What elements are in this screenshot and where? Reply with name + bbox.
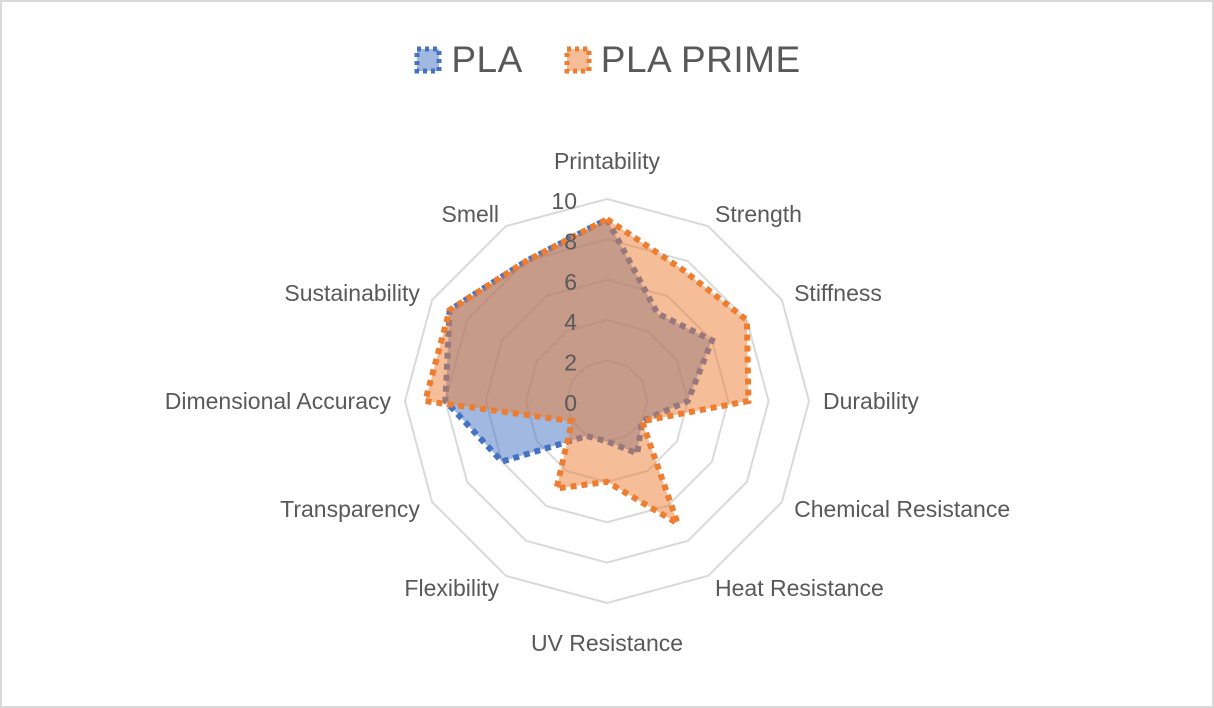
radial-tick-labels: 0 2 4 6 8 10 <box>551 188 577 416</box>
axis-label-smell: Smell <box>441 201 499 227</box>
radial-tick-label: 4 <box>564 309 577 335</box>
axis-label-uv-resistance: UV Resistance <box>531 630 683 656</box>
grid-ring <box>403 197 811 605</box>
axis-label-sustainability: Sustainability <box>284 280 420 306</box>
axis-label-printability: Printability <box>554 148 661 174</box>
radial-tick-label: 2 <box>564 350 577 376</box>
radial-tick-label: 6 <box>564 269 577 295</box>
pla-prime-line[interactable] <box>421 215 752 531</box>
axis-label-flexibility: Flexibility <box>404 575 499 601</box>
axis-label-strength: Strength <box>715 201 802 227</box>
legend: PLA PLA PRIME <box>0 34 1214 86</box>
radial-tick-label: 0 <box>564 390 577 416</box>
pla-prime-swatch-icon <box>564 46 592 74</box>
series-pla-prime[interactable] <box>421 215 752 531</box>
legend-label-pla-prime: PLA PRIME <box>600 39 801 80</box>
axis-label-stiffness: Stiffness <box>794 280 882 306</box>
pla-swatch-icon <box>414 46 442 74</box>
radial-tick-label: 8 <box>564 228 577 254</box>
legend-label-pla: PLA <box>451 39 523 80</box>
axis-label-chemical-resistance: Chemical Resistance <box>794 496 1010 522</box>
axis-label-durability: Durability <box>823 388 919 414</box>
axis-label-dimensional-accuracy: Dimensional Accuracy <box>165 388 392 414</box>
legend-item-pla[interactable]: PLA <box>413 39 522 81</box>
axis-label-transparency: Transparency <box>280 496 420 522</box>
radial-tick-label: 10 <box>551 188 577 214</box>
legend-item-pla-prime[interactable]: PLA PRIME <box>563 39 801 81</box>
category-axis-labels: Printability Strength Stiffness Durability C… <box>165 148 1010 656</box>
axis-label-heat-resistance: Heat Resistance <box>715 575 884 601</box>
pla-prime-area[interactable] <box>425 219 749 524</box>
